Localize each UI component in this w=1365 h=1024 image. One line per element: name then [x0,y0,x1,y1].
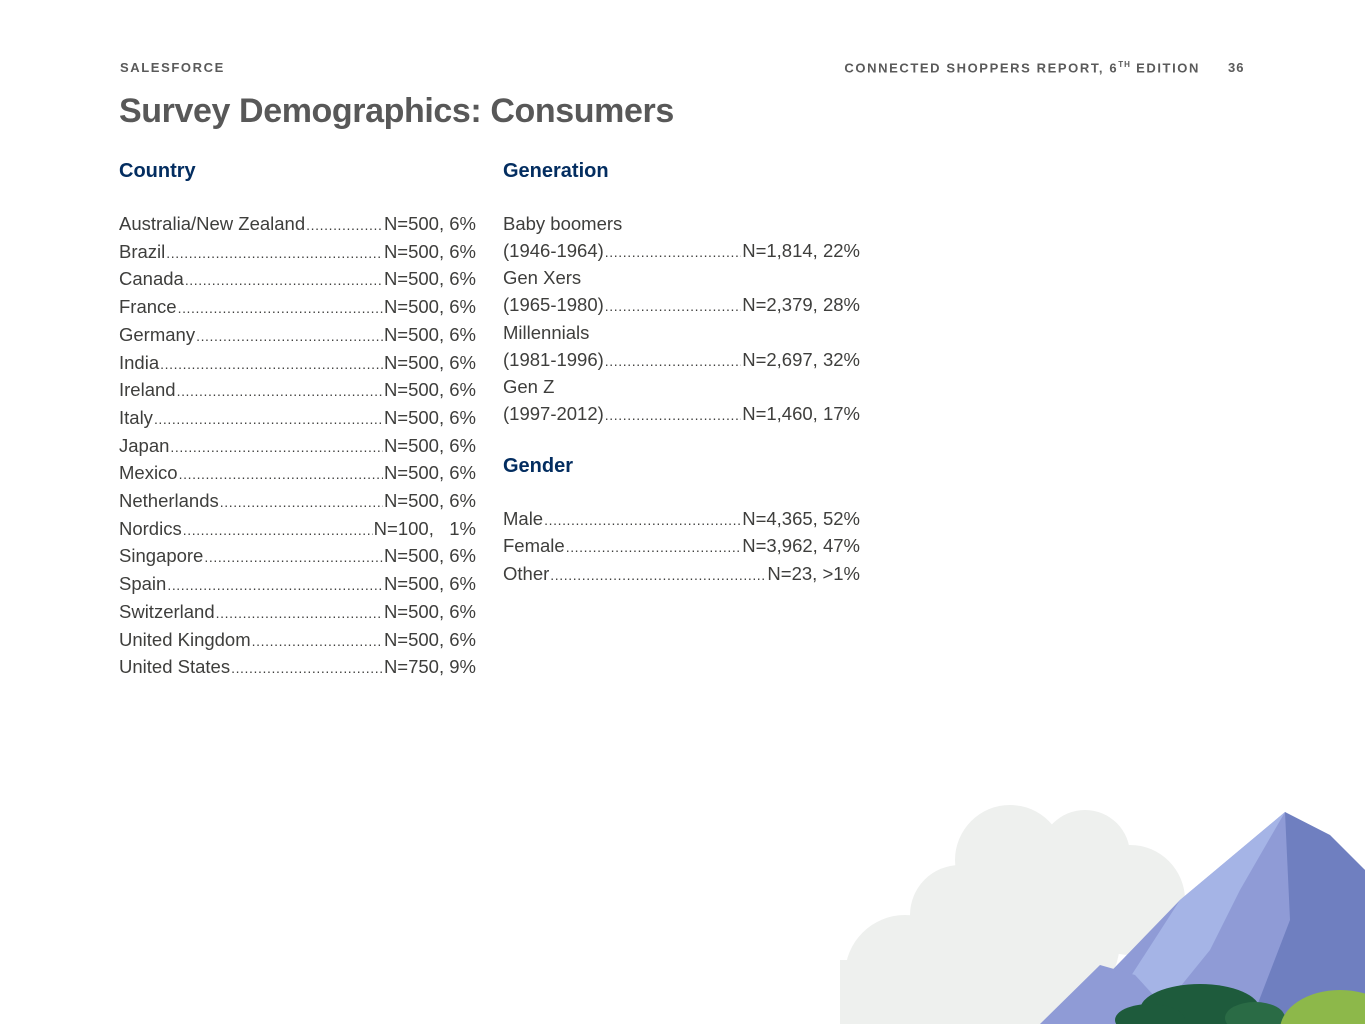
country-label: India [119,351,160,373]
gender-list: Male N=4,365, 52% Female N=3,962, 47% Othe… [503,506,860,589]
country-label: Canada [119,268,184,290]
page-number: 36 [1228,60,1245,75]
country-label: Nordics [119,517,182,539]
country-label: France [119,296,177,318]
country-row: Mexico N=500, 6% [119,460,476,488]
generation-name: Millennials [503,321,590,343]
generation-years: (1965-1980) [503,294,604,316]
country-label: Japan [119,434,170,456]
country-label: Singapore [119,545,204,567]
country-label: Germany [119,323,196,345]
country-value: N=500, 6% [383,573,476,595]
gender-label: Female [503,535,565,557]
country-row: Italy N=500, 6% [119,405,476,433]
country-list: Australia/New Zealand N=500, 6% Brazil N=5… [119,211,476,682]
country-value: N=500, 6% [383,268,476,290]
country-value: N=500, 6% [383,213,476,234]
country-value: N=750, 9% [383,656,476,678]
country-row: Spain N=500, 6% [119,571,476,599]
generation-row: (1997-2012) N=1,460, 17% [503,401,860,429]
report-title-superscript: TH [1118,60,1131,69]
generation-value: N=2,379, 28% [742,294,860,316]
country-label: Spain [119,573,167,595]
country-label: Brazil [119,240,166,262]
gender-value: N=23, >1% [767,563,860,585]
hill-shape [1280,990,1365,1024]
country-row: Nordics N=100, 1% [119,516,476,544]
brand-name: SALESFORCE [120,60,225,75]
country-label: Ireland [119,379,176,401]
gender-label: Other [503,563,550,585]
country-value: N=500, 6% [383,379,476,401]
generation-value: N=1,460, 17% [742,402,860,424]
country-label: Netherlands [119,490,219,512]
mountain-shape [1040,812,1365,1024]
gender-row: Male N=4,365, 52% [503,506,860,534]
country-row: India N=500, 6% [119,350,476,378]
generation-row: (1965-1980) N=2,379, 28% [503,292,860,320]
country-label: United States [119,656,231,678]
country-label: United Kingdom [119,628,251,650]
country-row: Canada N=500, 6% [119,266,476,294]
country-label: Australia/New Zealand [119,213,306,234]
country-row: United Kingdom N=500, 6% [119,627,476,655]
generation-name: Baby boomers [503,213,623,234]
country-value: N=500, 6% [383,434,476,456]
generation-value: N=1,814, 22% [742,239,860,261]
gender-row: Other N=23, >1% [503,561,860,589]
gender-row: Female N=3,962, 47% [503,533,860,561]
country-row: France N=500, 6% [119,294,476,322]
country-row: United States N=750, 9% [119,654,476,682]
generation-value: N=2,697, 32% [742,348,860,370]
country-row: Ireland N=500, 6% [119,377,476,405]
generation-heading: Generation [503,160,609,182]
report-title-prefix: CONNECTED SHOPPERS REPORT, 6 [844,60,1119,76]
country-value: N=500, 6% [383,351,476,373]
generation-row: (1981-1996) N=2,697, 32% [503,347,860,375]
cloud-shape [840,805,1185,1024]
country-row: Switzerland N=500, 6% [119,599,476,627]
generation-list: Baby boomers (1946-1964) N=1,814, 22% Gen… [503,211,860,429]
tree-line [1115,984,1285,1024]
country-row: Australia/New Zealand N=500, 6% [119,211,476,239]
country-section: Country Australia/New Zealand N=500, 6% B… [119,160,476,682]
country-value: N=500, 6% [383,323,476,345]
gender-label: Male [503,507,544,529]
gender-heading: Gender [503,454,574,477]
country-value: N=500, 6% [383,545,476,567]
country-heading: Country [119,160,196,182]
country-label: Switzerland [119,600,215,622]
country-label: Italy [119,406,153,428]
report-title-suffix: EDITION [1130,60,1200,76]
country-row: Germany N=500, 6% [119,322,476,350]
gender-value: N=3,962, 47% [742,535,860,557]
page-title: Survey Demographics: Consumers [119,92,674,130]
gender-value: N=4,365, 52% [742,507,860,529]
generation-years: (1946-1964) [503,239,604,261]
country-row: Japan N=500, 6% [119,433,476,461]
country-value: N=500, 6% [383,462,476,484]
generation-years: (1997-2012) [503,402,604,424]
country-value: N=500, 6% [383,628,476,650]
generation-name: Gen Z [503,376,555,398]
country-row: Singapore N=500, 6% [119,543,476,571]
country-value: N=500, 6% [383,490,476,512]
generation-years: (1981-1996) [503,348,604,370]
country-value: N=500, 6% [383,406,476,428]
country-value: N=500, 6% [383,296,476,318]
country-row: Netherlands N=500, 6% [119,488,476,516]
country-value: N=500, 6% [383,600,476,622]
country-value: N=500, 6% [383,240,476,262]
generation-name: Gen Xers [503,267,582,289]
country-label: Mexico [119,462,178,484]
generation-section: Generation Baby boomers (1946-1964) N=1,8… [503,160,860,589]
country-row: Brazil N=500, 6% [119,239,476,267]
country-value: N=100, 1% [373,517,476,539]
report-title: CONNECTED SHOPPERS REPORT, 6TH EDITION [844,60,1200,75]
generation-row: (1946-1964) N=1,814, 22% [503,238,860,266]
